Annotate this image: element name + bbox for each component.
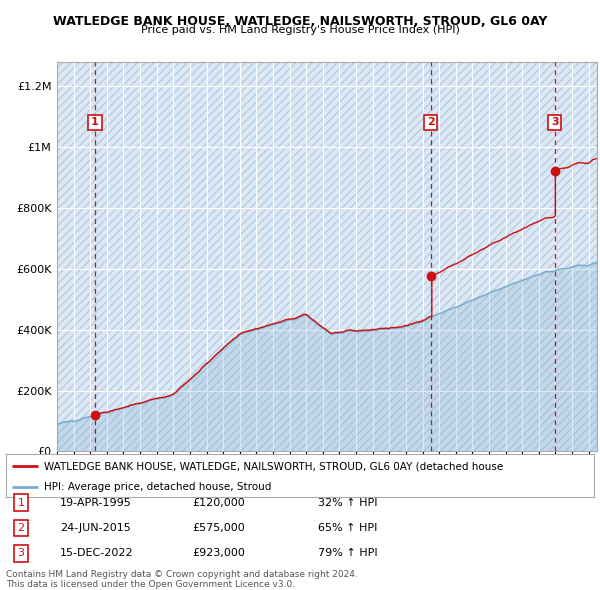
Text: Contains HM Land Registry data © Crown copyright and database right 2024.
This d: Contains HM Land Registry data © Crown c… [6, 570, 358, 589]
Text: 32% ↑ HPI: 32% ↑ HPI [318, 498, 377, 507]
Text: HPI: Average price, detached house, Stroud: HPI: Average price, detached house, Stro… [44, 483, 272, 493]
Text: £923,000: £923,000 [192, 549, 245, 558]
Text: £120,000: £120,000 [192, 498, 245, 507]
Text: 15-DEC-2022: 15-DEC-2022 [60, 549, 134, 558]
Text: 2: 2 [427, 117, 434, 127]
Text: WATLEDGE BANK HOUSE, WATLEDGE, NAILSWORTH, STROUD, GL6 0AY (detached house: WATLEDGE BANK HOUSE, WATLEDGE, NAILSWORT… [44, 461, 503, 471]
Text: 1: 1 [17, 498, 25, 507]
Text: 1: 1 [91, 117, 99, 127]
Text: 65% ↑ HPI: 65% ↑ HPI [318, 523, 377, 533]
Text: WATLEDGE BANK HOUSE, WATLEDGE, NAILSWORTH, STROUD, GL6 0AY: WATLEDGE BANK HOUSE, WATLEDGE, NAILSWORT… [53, 15, 547, 28]
Text: £575,000: £575,000 [192, 523, 245, 533]
Text: 19-APR-1995: 19-APR-1995 [60, 498, 132, 507]
Text: 2: 2 [17, 523, 25, 533]
Text: 3: 3 [17, 549, 25, 558]
Text: 3: 3 [551, 117, 559, 127]
Text: 79% ↑ HPI: 79% ↑ HPI [318, 549, 377, 558]
Text: 24-JUN-2015: 24-JUN-2015 [60, 523, 131, 533]
Text: Price paid vs. HM Land Registry's House Price Index (HPI): Price paid vs. HM Land Registry's House … [140, 25, 460, 35]
